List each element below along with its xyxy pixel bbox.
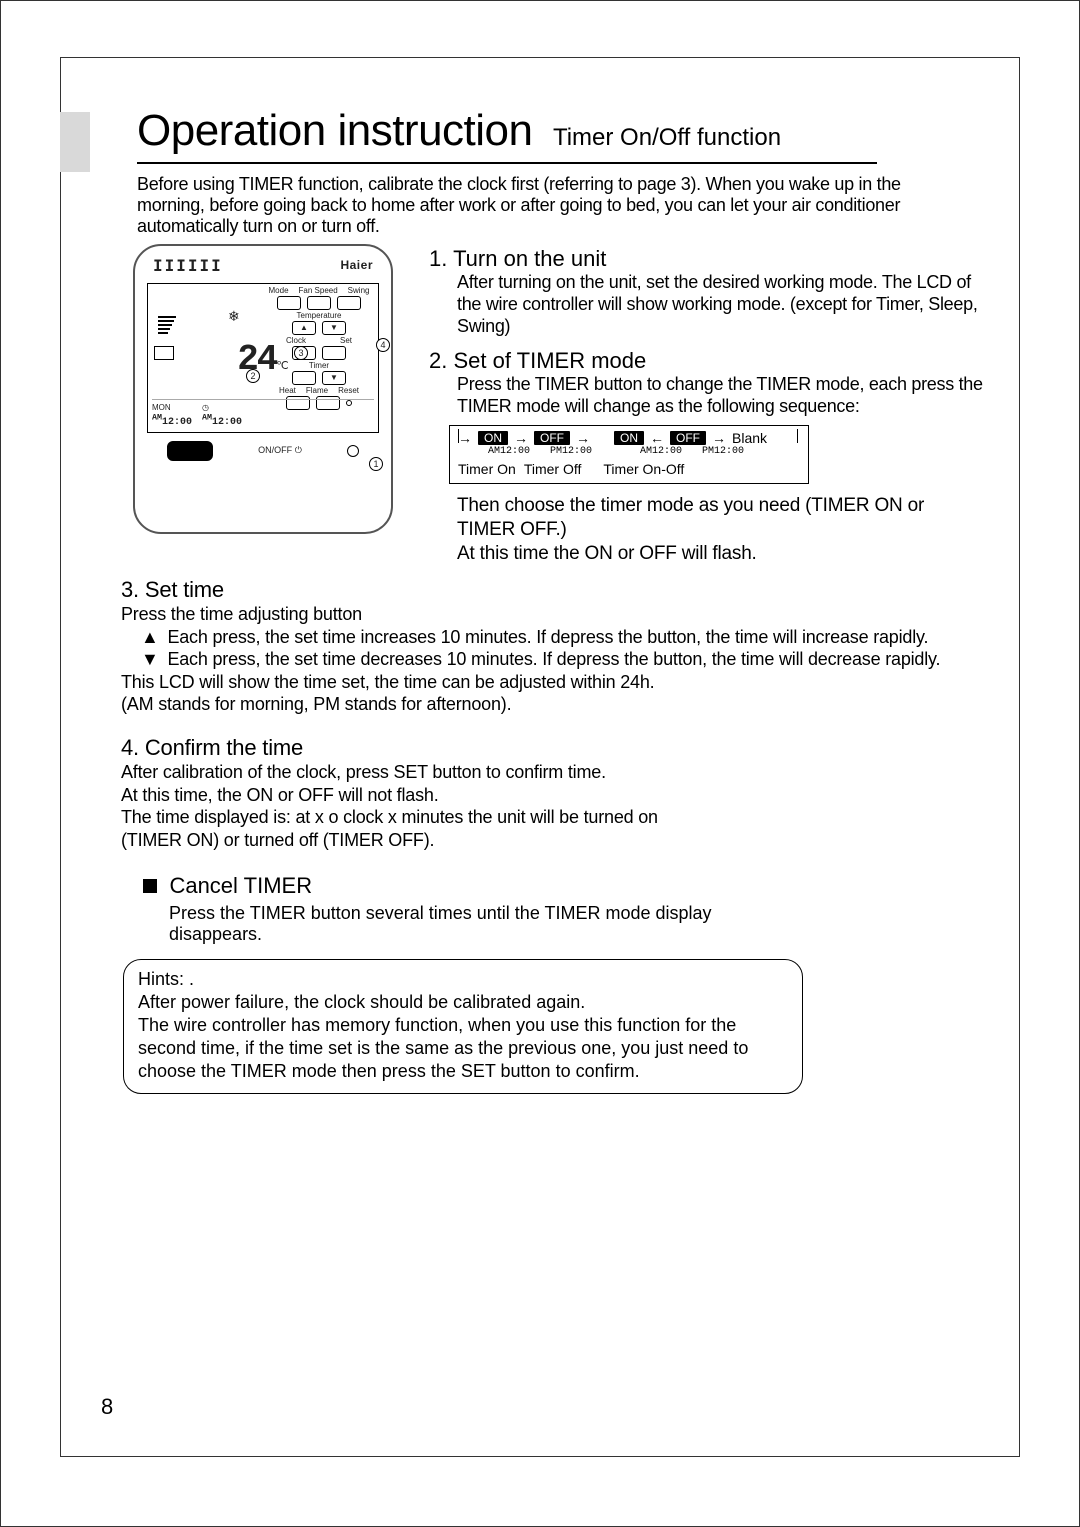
day-label: MON bbox=[152, 403, 192, 412]
seq-label-timer-on-off: Timer On-Off bbox=[603, 461, 684, 477]
fan-speed-icon bbox=[154, 314, 178, 342]
ir-emitter-icon: IIIIII bbox=[153, 256, 223, 275]
step-4-heading: 4. Confirm the time bbox=[121, 734, 941, 762]
label-mode: Mode bbox=[269, 286, 289, 295]
seq-am-1: AM12:00 bbox=[488, 446, 530, 457]
callout-2: 2 bbox=[246, 369, 260, 383]
step-2-heading: 2. Set of TIMER mode bbox=[429, 348, 983, 374]
temp-down-button[interactable] bbox=[322, 321, 346, 335]
timer-sequence-box: → ON → OFF → ON ← OFF → Blank AM12:00 bbox=[449, 425, 809, 484]
pill-off-2: OFF bbox=[670, 431, 706, 445]
remote-bottom-row: ON/OFF ⏻ 1 bbox=[145, 441, 381, 461]
remote-lcd-bottom: MON AM12:00 ◷ AM12:00 bbox=[152, 399, 374, 427]
title-block: Operation instruction Timer On/Off funct… bbox=[137, 106, 983, 156]
pill-off-1: OFF bbox=[534, 431, 570, 445]
seq-pm-1: PM12:00 bbox=[550, 446, 592, 457]
label-heat: Heat bbox=[279, 386, 296, 395]
step-3-heading: 3. Set time bbox=[121, 576, 941, 604]
callout-3: 3 bbox=[294, 346, 308, 360]
label-temperature: Temperature bbox=[297, 311, 342, 320]
clock-icon: ◷ bbox=[202, 403, 242, 412]
power-dot-icon: ⏻ bbox=[295, 445, 302, 455]
remote-lcd: ❄ 24℃ Mode Fan Speed Swing bbox=[147, 283, 379, 433]
title-sub: Timer On/Off function bbox=[553, 124, 781, 152]
page-number: 8 bbox=[101, 1394, 113, 1420]
pill-on-1: ON bbox=[478, 431, 508, 445]
step-3-line1: Press the time adjusting button bbox=[121, 603, 941, 626]
page: Operation instruction Timer On/Off funct… bbox=[0, 0, 1080, 1527]
remote-controller-diagram: IIIIII Haier ❄ bbox=[133, 244, 393, 534]
label-clock: Clock bbox=[286, 336, 306, 345]
seq-am-2: AM12:00 bbox=[640, 446, 682, 457]
step-4: 4. Confirm the time After calibration of… bbox=[121, 734, 941, 852]
arrow-left-icon: ← bbox=[650, 430, 664, 446]
square-bullet-icon bbox=[143, 879, 157, 893]
blank-label: Blank bbox=[732, 430, 767, 446]
step-3-up-line: Each press, the set time increases 10 mi… bbox=[141, 626, 941, 649]
content-frame: Operation instruction Timer On/Off funct… bbox=[60, 57, 1020, 1457]
hints-l2: The wire controller has memory function,… bbox=[138, 1014, 788, 1083]
seq-loop-arrow-icon bbox=[797, 429, 798, 443]
pill-on-2: ON bbox=[614, 431, 644, 445]
cancel-heading: Cancel TIMER bbox=[169, 873, 312, 899]
mode-button[interactable] bbox=[277, 296, 301, 310]
hints-head: Hints: . bbox=[138, 968, 788, 991]
steps-column: 1. Turn on the unit After turning on the… bbox=[429, 244, 983, 566]
remote-wrap: IIIIII Haier ❄ bbox=[133, 244, 413, 566]
step-1-heading: 1. Turn on the unit bbox=[429, 246, 983, 272]
hints-box: Hints: . After power failure, the clock … bbox=[123, 959, 803, 1094]
label-swing: Swing bbox=[348, 286, 370, 295]
arrow-right-icon: → bbox=[576, 430, 590, 446]
callout-1: 1 bbox=[369, 457, 383, 471]
swing-button[interactable] bbox=[337, 296, 361, 310]
step-1-body: After turning on the unit, set the desir… bbox=[457, 272, 983, 338]
step-4-l1: After calibration of the clock, press SE… bbox=[121, 761, 941, 784]
title-main: Operation instruction bbox=[137, 106, 533, 156]
heading-rule bbox=[137, 162, 877, 164]
onoff-label: ON/OFF ⏻ bbox=[258, 445, 302, 456]
mode-box-icon bbox=[154, 346, 174, 360]
label-fan-speed: Fan Speed bbox=[299, 286, 338, 295]
label-reset: Reset bbox=[338, 386, 359, 395]
snowflake-icon: ❄ bbox=[228, 308, 240, 325]
arrow-right-icon: → bbox=[458, 430, 472, 446]
intro-paragraph: Before using TIMER function, calibrate t… bbox=[137, 174, 907, 238]
brand-logo: Haier bbox=[340, 258, 373, 272]
step-3-down-line: Each press, the set time decreases 10 mi… bbox=[141, 648, 941, 671]
step-4-l3: The time displayed is: at x o clock x mi… bbox=[121, 806, 941, 829]
power-button[interactable] bbox=[167, 441, 213, 461]
step-3: 3. Set time Press the time adjusting but… bbox=[121, 576, 941, 716]
remote-button-grid: Mode Fan Speed Swing Temperature bbox=[264, 286, 374, 410]
status-led-icon bbox=[347, 445, 359, 457]
step-2-body: Press the TIMER button to change the TIM… bbox=[457, 374, 983, 418]
label-flame: Flame bbox=[306, 386, 328, 395]
row-remote-and-steps: IIIIII Haier ❄ bbox=[97, 244, 983, 566]
step-2-after-1: Then choose the timer mode as you need (… bbox=[457, 494, 983, 542]
label-timer: Timer bbox=[309, 361, 329, 370]
seq-label-timer-off: Timer Off bbox=[524, 461, 582, 477]
seq-pm-2: PM12:00 bbox=[702, 446, 744, 457]
hints-l1: After power failure, the clock should be… bbox=[138, 991, 788, 1014]
temp-up-button[interactable] bbox=[292, 321, 316, 335]
step-3-line5: (AM stands for morning, PM stands for af… bbox=[121, 693, 941, 716]
label-set: Set bbox=[340, 336, 352, 345]
set-button[interactable] bbox=[322, 346, 346, 360]
step-4-l2: At this time, the ON or OFF will not fla… bbox=[121, 784, 941, 807]
seq-loop-arrow-icon bbox=[458, 429, 459, 443]
timer-button[interactable] bbox=[292, 371, 316, 385]
time-down-button[interactable] bbox=[322, 371, 346, 385]
arrow-right-icon: → bbox=[514, 430, 528, 446]
seq-label-timer-on: Timer On bbox=[458, 461, 516, 477]
cancel-body: Press the TIMER button several times unt… bbox=[169, 903, 809, 945]
step-2-after-2: At this time the ON or OFF will flash. bbox=[457, 542, 983, 566]
cancel-section: Cancel TIMER Press the TIMER button seve… bbox=[143, 873, 983, 945]
step-4-l4: (TIMER ON) or turned off (TIMER OFF). bbox=[121, 829, 941, 852]
side-tab bbox=[60, 112, 90, 172]
callout-4: 4 bbox=[376, 338, 390, 352]
arrow-right-icon: → bbox=[712, 430, 726, 446]
fan-speed-button[interactable] bbox=[307, 296, 331, 310]
step-3-line4: This LCD will show the time set, the tim… bbox=[121, 671, 941, 694]
